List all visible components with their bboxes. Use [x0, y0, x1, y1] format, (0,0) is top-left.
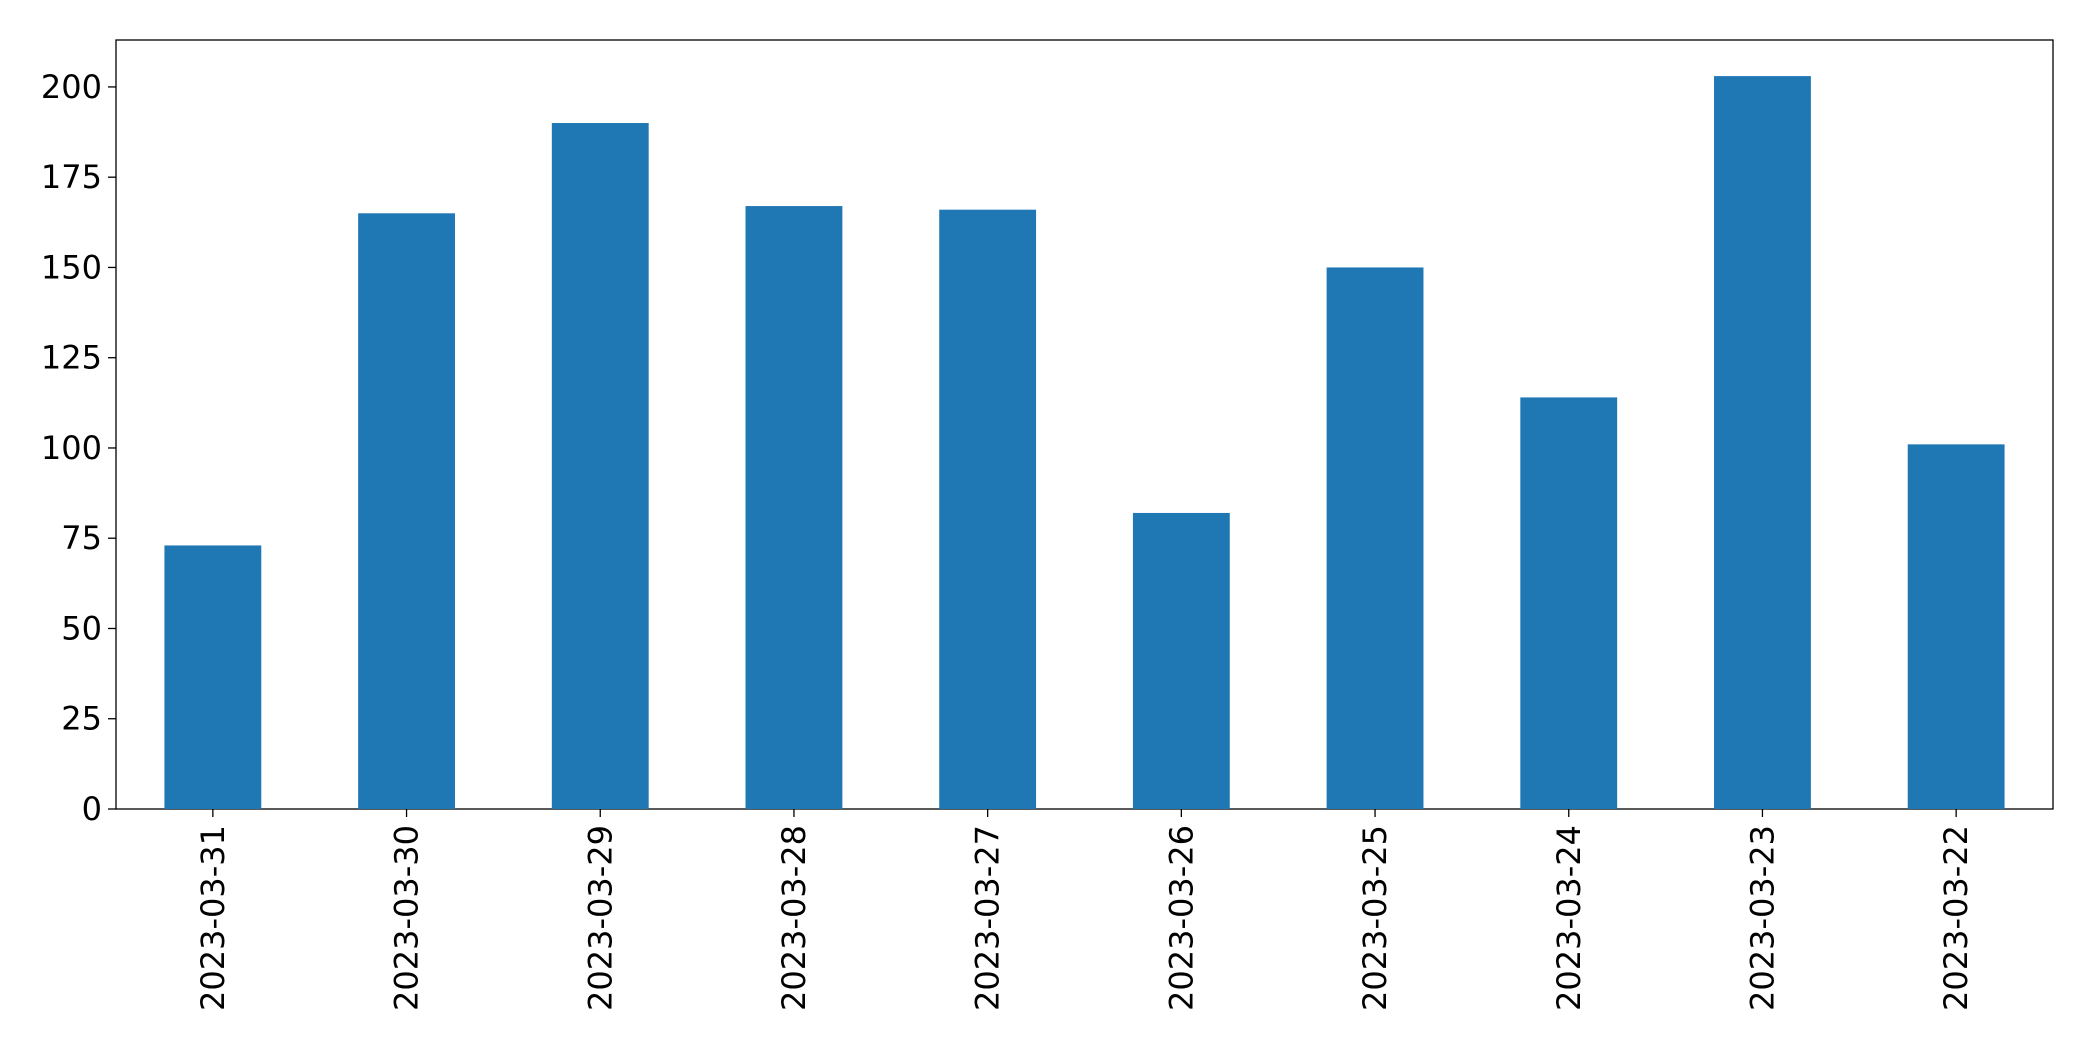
x-tick-label: 2023-03-24: [1550, 825, 1588, 1011]
y-tick-label: 200: [41, 68, 102, 106]
x-tick-label: 2023-03-22: [1937, 825, 1975, 1011]
bar: [164, 545, 262, 809]
x-tick-label: 2023-03-29: [581, 825, 619, 1011]
y-tick-label: 175: [41, 158, 102, 196]
bar: [551, 123, 649, 810]
x-tick-label: 2023-03-30: [388, 825, 426, 1011]
bar: [745, 206, 843, 809]
x-tick-label: 2023-03-27: [969, 825, 1007, 1011]
y-tick-label: 25: [61, 700, 102, 738]
y-tick-label: 100: [41, 429, 102, 467]
y-tick-label: 75: [61, 519, 102, 557]
x-tick-label: 2023-03-26: [1162, 825, 1200, 1011]
bar: [1907, 444, 2005, 809]
bar: [939, 209, 1037, 810]
bar: [358, 213, 455, 809]
x-tick-label: 2023-03-31: [194, 825, 232, 1011]
y-tick-label: 125: [41, 339, 102, 377]
bar: [1132, 512, 1230, 809]
y-tick-label: 50: [61, 609, 102, 647]
x-tick-label: 2023-03-28: [775, 825, 813, 1011]
bar: [1326, 267, 1424, 810]
y-tick-label: 0: [82, 790, 102, 828]
bar: [1714, 76, 1811, 810]
x-tick-label: 2023-03-23: [1743, 825, 1781, 1011]
x-tick-label: 2023-03-25: [1356, 825, 1394, 1011]
bar: [1520, 397, 1618, 809]
plot-frame: [115, 39, 2054, 810]
y-tick-label: 150: [41, 248, 102, 286]
